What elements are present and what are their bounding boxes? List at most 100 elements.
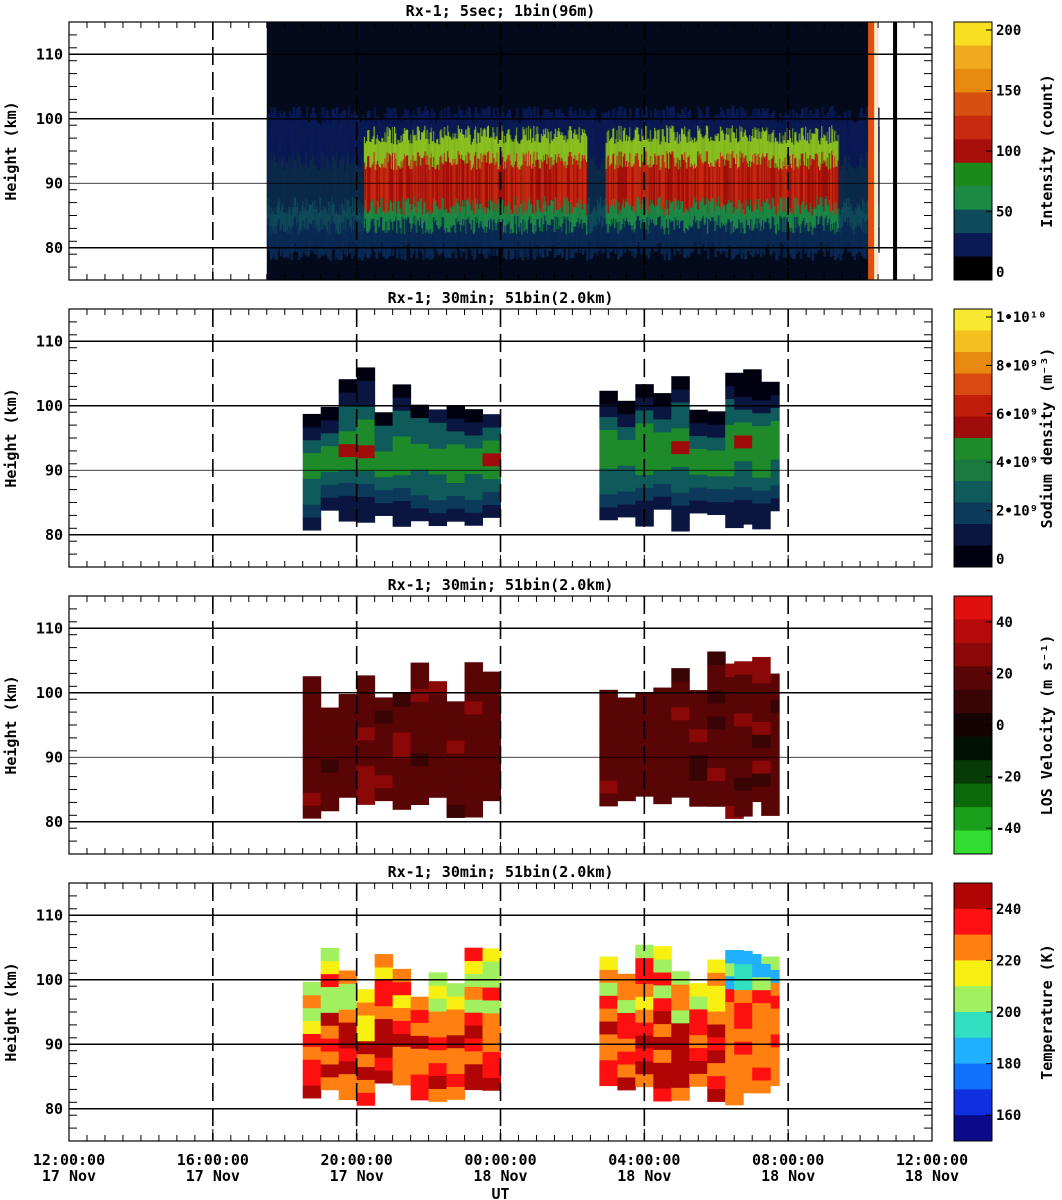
heatmap-cell	[464, 700, 484, 715]
colorbar-swatch	[954, 883, 992, 910]
heatmap-cell	[734, 434, 753, 449]
heatmap-cell	[454, 232, 458, 259]
heatmap-cell	[689, 983, 708, 997]
heatmap-cell	[617, 761, 636, 776]
heatmap-cell	[374, 425, 394, 439]
colorbar-swatch	[954, 309, 992, 331]
heatmap-cell	[464, 791, 484, 805]
heatmap-cell	[356, 367, 376, 381]
x-tick-label: 16:00:00	[177, 1151, 249, 1169]
colorbar-label: Sodium density (m⁻³)	[1038, 348, 1056, 529]
heatmap-cell	[653, 764, 672, 779]
heatmap-cell	[392, 1072, 412, 1086]
colorbar-swatch	[954, 807, 992, 832]
heatmap-cell	[617, 1012, 636, 1026]
heatmap-cell	[752, 721, 771, 735]
heatmap-cell	[389, 110, 393, 130]
colorbar-swatch	[954, 22, 992, 46]
heatmap-cell	[424, 106, 427, 126]
heatmap-cell	[752, 451, 771, 465]
heatmap-cell	[320, 484, 340, 498]
heatmap-cell	[374, 774, 394, 789]
heatmap-cell	[617, 452, 636, 466]
heatmap-cell	[338, 771, 358, 785]
heatmap-cell	[302, 413, 322, 428]
heatmap-cell	[653, 997, 672, 1012]
heatmap-cell	[653, 1023, 672, 1038]
heatmap-cell	[725, 372, 744, 387]
heatmap-cell	[428, 681, 448, 695]
colorbar-swatch	[954, 438, 992, 460]
heatmap-cell	[392, 487, 412, 502]
heatmap-cell	[392, 423, 412, 437]
colorbar-tick-label: 20	[996, 666, 1013, 682]
heatmap-cell	[356, 989, 376, 1003]
heatmap-cell	[671, 971, 690, 985]
heatmap-cell	[653, 752, 672, 766]
heatmap-cell	[671, 505, 690, 519]
heatmap-cell	[410, 688, 430, 702]
heatmap-cell	[635, 944, 654, 959]
y-tick-label: 90	[45, 174, 63, 192]
y-tick-label: 90	[45, 461, 63, 479]
heatmap-cell	[356, 765, 376, 780]
heatmap-cell	[807, 113, 810, 133]
heatmap-cell	[392, 436, 412, 450]
heatmap-cell	[671, 414, 690, 429]
colorbar-swatch	[954, 908, 992, 936]
heatmap-cell	[356, 1040, 376, 1055]
heatmap-cell	[392, 719, 412, 733]
x-axis-label: UT	[491, 1185, 509, 1200]
heatmap-cell	[392, 474, 412, 489]
heatmap-cell	[671, 492, 690, 506]
heatmap-cell	[302, 1059, 322, 1073]
heatmap-cell	[653, 713, 672, 727]
heatmap-cell	[752, 682, 771, 697]
data-boundary	[893, 22, 898, 280]
colorbar-tick-label: -40	[996, 821, 1021, 837]
heatmap-cell	[356, 483, 376, 497]
heatmap-cell	[356, 1066, 376, 1080]
heatmap-cell	[428, 422, 448, 436]
heatmap-cell	[653, 726, 672, 740]
colorbar-tick-label: 200	[996, 1005, 1021, 1021]
heatmap-cell	[752, 1054, 771, 1068]
heatmap-cell	[482, 974, 501, 988]
heatmap-cell	[805, 107, 808, 127]
heatmap-cell	[338, 508, 358, 522]
panel-2: Rx-1; 30min; 51bin(2.0km) 80 90 100 110 Heigh…	[2, 289, 1056, 568]
heatmap-cell	[707, 424, 726, 438]
heatmap-cell	[482, 452, 501, 467]
heatmap-cell	[320, 445, 340, 460]
heatmap-cell	[599, 1046, 618, 1061]
heatmap-cell	[428, 732, 448, 747]
heatmap-cell	[512, 232, 516, 259]
heatmap-cell	[599, 1008, 618, 1022]
heatmap-cell	[671, 1061, 690, 1075]
heatmap-cell	[689, 780, 708, 794]
heatmap-cell	[464, 1050, 484, 1065]
heatmap-cell	[671, 402, 690, 416]
heatmap-cell	[707, 1088, 726, 1102]
heatmap-cell	[464, 778, 484, 792]
heatmap-cell	[752, 1080, 771, 1094]
heatmap-cell	[671, 453, 690, 468]
heatmap-cell	[653, 972, 672, 986]
heatmap-cell	[410, 1009, 430, 1023]
colorbar-swatch	[954, 934, 992, 961]
heatmap-cell	[320, 406, 340, 421]
colorbar-tick-label: 8•10⁹	[996, 358, 1038, 374]
heatmap-cell	[599, 793, 618, 807]
colorbar-tick-label: 0	[996, 552, 1004, 568]
heatmap-cell	[482, 465, 501, 480]
x-tick-label: 00:00:00	[464, 1151, 536, 1169]
heatmap-cell	[752, 1028, 771, 1042]
colorbar-swatch	[954, 256, 992, 281]
heatmap-cell	[707, 450, 726, 464]
heatmap-cell	[428, 409, 448, 423]
heatmap-cell	[410, 1074, 430, 1088]
heatmap-cell	[392, 461, 412, 476]
heatmap-cell	[395, 113, 398, 134]
heatmap-cell	[671, 732, 690, 747]
heatmap-cell	[374, 1018, 394, 1032]
